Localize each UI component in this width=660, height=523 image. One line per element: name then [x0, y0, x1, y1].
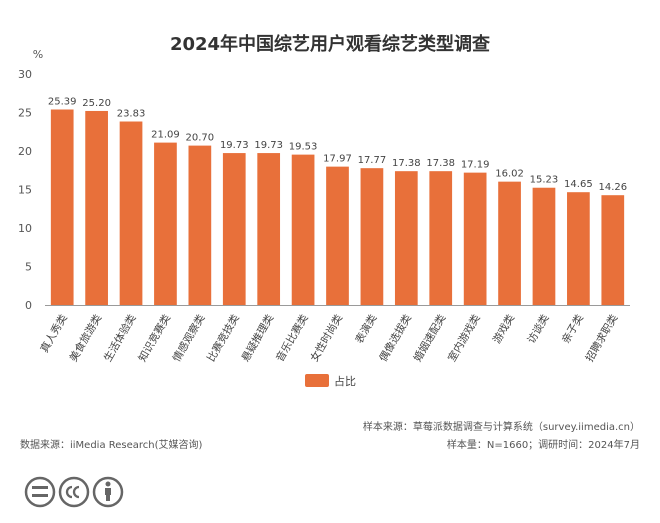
- bar: [154, 142, 177, 305]
- bar-value-label: 16.02: [495, 169, 524, 180]
- x-tick-label: 访谈类: [525, 312, 552, 346]
- bar-value-label: 17.38: [426, 158, 455, 169]
- bar-value-label: 25.20: [82, 98, 111, 109]
- sample-size: 样本量：N=1660；调研时间：2024年7月: [447, 438, 640, 451]
- bar-value-label: 19.73: [254, 140, 283, 151]
- bar: [498, 181, 521, 305]
- data-source: 数据来源：iiMedia Research(艾媒咨询): [20, 438, 203, 451]
- bar: [394, 171, 418, 305]
- y-tick-label: 25: [18, 107, 32, 120]
- x-tick-label: 音乐比赛类: [273, 312, 311, 364]
- bar-value-label: 17.77: [358, 155, 387, 166]
- bar-value-label: 17.19: [461, 160, 490, 171]
- bar: [360, 168, 384, 305]
- bar-value-label: 15.23: [530, 175, 559, 186]
- bar: [119, 121, 143, 305]
- y-tick-label: 10: [18, 222, 32, 235]
- y-tick-label: 15: [18, 184, 32, 197]
- x-tick-label: 生活体验类: [101, 312, 139, 364]
- x-tick-label: 美食旅游类: [67, 312, 105, 364]
- x-tick-label: 真人秀类: [38, 312, 71, 355]
- x-tick-label: 游戏类: [490, 312, 517, 346]
- bars: [50, 109, 625, 306]
- x-tick-label: 表演类: [353, 312, 380, 346]
- cc-icon: [58, 476, 90, 508]
- bar: [222, 153, 246, 305]
- legend-swatch: [305, 374, 329, 387]
- y-tick-label: 0: [25, 299, 32, 312]
- x-tick-label: 偶像选拔类: [376, 312, 414, 364]
- bar: [85, 110, 108, 306]
- bar: [257, 153, 281, 305]
- y-axis-unit: %: [33, 48, 43, 61]
- x-tick-label: 室内游戏类: [445, 312, 483, 364]
- bar-value-label: 23.83: [117, 109, 146, 120]
- bar-value-label: 25.39: [48, 96, 77, 107]
- y-tick-label: 5: [25, 261, 32, 274]
- bar-value-label: 14.65: [564, 179, 593, 190]
- bar: [567, 192, 590, 305]
- x-tick-label: 招聘求职类: [583, 312, 621, 364]
- x-tick-label: 悬疑推理类: [239, 312, 277, 364]
- legend-label: 占比: [334, 374, 356, 388]
- bar-value-label: 20.70: [186, 133, 215, 144]
- x-tick-label: 亲子类: [559, 312, 586, 346]
- x-tick-label: 知识竞赛类: [136, 312, 174, 364]
- bar: [463, 172, 487, 305]
- bar: [291, 154, 315, 305]
- y-tick-label: 20: [18, 145, 32, 158]
- sample-source: 样本来源：草莓派数据调查与计算系统（survey.iimedia.cn）: [363, 420, 640, 433]
- y-axis-ticks: 0 5 10 15 20 25 30: [18, 68, 32, 312]
- bar-value-label: 17.38: [392, 158, 421, 169]
- bar: [188, 145, 212, 305]
- x-tick-label: 情感观察类: [170, 312, 208, 364]
- bar-value-label: 19.53: [289, 142, 318, 153]
- bar: [601, 195, 625, 305]
- y-tick-label: 30: [18, 68, 32, 81]
- bar-value-label: 21.09: [151, 130, 180, 141]
- bar: [532, 187, 556, 305]
- bar-value-label: 19.73: [220, 140, 249, 151]
- chart-title: 2024年中国综艺用户观看综艺类型调查: [170, 33, 490, 55]
- attribution-icon: [92, 476, 124, 508]
- equals-icon: [24, 476, 56, 508]
- legend: 占比: [305, 374, 356, 388]
- x-tick-label: 女性时尚类: [308, 312, 346, 364]
- x-tick-label: 比赛竞技类: [204, 312, 242, 364]
- bar: [50, 109, 74, 305]
- bar: [326, 166, 349, 305]
- bar-value-label: 17.97: [323, 154, 352, 165]
- x-tick-label: 婚姻速配类: [411, 312, 449, 364]
- category-labels: 真人秀类美食旅游类生活体验类知识竞赛类情感观察类比赛竞技类悬疑推理类音乐比赛类女…: [38, 312, 621, 364]
- bar-value-label: 14.26: [598, 182, 627, 193]
- value-labels: 25.39 25.20 23.83 21.09 20.70 19.73 19.73 19.53…: [48, 96, 627, 193]
- bar: [429, 171, 453, 305]
